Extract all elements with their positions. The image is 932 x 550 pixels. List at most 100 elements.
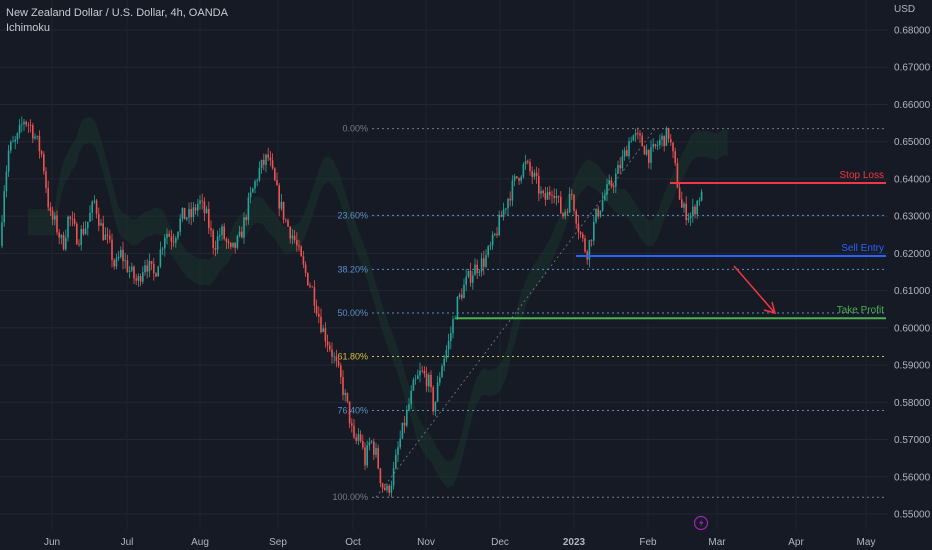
y-tick-label: 0.64000 <box>894 174 931 185</box>
candle-body <box>5 171 8 192</box>
candle-body <box>197 203 199 211</box>
candle-body <box>540 190 542 194</box>
candle-body <box>428 374 430 387</box>
candle-body <box>656 144 659 147</box>
candle-body <box>406 409 408 426</box>
candle-body <box>124 260 126 262</box>
candle-body <box>632 135 635 141</box>
x-tick-label: Feb <box>639 537 657 548</box>
candle-body <box>694 206 696 215</box>
candle-body <box>87 221 89 229</box>
candle-body <box>170 236 173 242</box>
candle-body <box>511 180 514 201</box>
candle-body <box>14 139 16 142</box>
candle-body <box>47 188 49 208</box>
candle-body <box>696 200 698 215</box>
candle-body <box>95 200 98 214</box>
candle-body <box>188 209 190 218</box>
candle-body <box>247 197 250 220</box>
candle-body <box>397 447 399 455</box>
candle-body <box>318 313 320 317</box>
candle-body <box>546 192 549 200</box>
candle-body <box>689 215 692 219</box>
y-tick-label: 0.65000 <box>894 137 931 148</box>
candle-body <box>659 139 661 145</box>
candle-body <box>381 483 384 488</box>
candle-body <box>311 286 313 288</box>
chart-legend: New Zealand Dollar / U.S. Dollar, 4h, OA… <box>6 6 228 36</box>
candle-body <box>263 159 265 165</box>
candle-body <box>606 184 608 195</box>
candle-body <box>34 136 36 139</box>
candle-body <box>117 256 120 259</box>
candle-body <box>531 170 533 177</box>
candle-body <box>584 238 586 252</box>
indicator-label[interactable]: Ichimoku <box>6 22 51 34</box>
price-axis[interactable]: USD 0.68000 0.67000 0.66000 0.65000 0.64000 0.… <box>888 0 932 550</box>
candle-body <box>351 423 353 426</box>
symbol-title[interactable]: New Zealand Dollar / U.S. Dollar, 4h, OA… <box>6 7 228 19</box>
x-tick-label: 2023 <box>563 537 586 548</box>
x-tick-label: Jul <box>121 537 134 548</box>
candle-body <box>289 226 291 239</box>
candle-body <box>346 392 349 402</box>
candle-body <box>692 206 694 216</box>
candle-body <box>54 215 56 220</box>
candle-body <box>368 442 371 446</box>
candle-body <box>3 191 5 223</box>
candle-body <box>38 135 41 152</box>
candle-body <box>476 264 478 273</box>
candle-body <box>593 221 595 241</box>
candle-body <box>555 195 558 198</box>
candle-body <box>419 370 421 376</box>
candle-body <box>395 454 397 469</box>
candle-body <box>485 255 487 267</box>
candle-body <box>342 377 344 396</box>
candle-body <box>665 128 668 146</box>
candle-body <box>637 133 639 134</box>
candle-body <box>494 233 496 235</box>
candle-body <box>670 139 672 143</box>
candle-body <box>100 223 102 226</box>
candle-body <box>652 144 654 148</box>
candle-body <box>579 232 582 235</box>
candle-body <box>601 200 604 211</box>
candle-body <box>445 349 448 359</box>
fib-level-label: 50.00% <box>337 308 368 318</box>
candle-body <box>265 154 267 165</box>
candle-body <box>161 248 164 250</box>
candle-body <box>230 243 232 247</box>
candle-body <box>619 165 621 169</box>
candle-body <box>654 144 657 147</box>
candle-body <box>221 226 223 236</box>
x-tick-label: Sep <box>269 537 287 548</box>
candle-body <box>390 485 393 493</box>
y-tick-label: 0.57000 <box>894 435 931 446</box>
candle-body <box>491 234 494 246</box>
flash-icon[interactable] <box>693 515 709 531</box>
fibonacci-retracement[interactable]: 0.00% 23.60% 38.20% 50.00% 61.80% 76.40% 100.0… <box>332 124 886 503</box>
target-arrow-head <box>763 301 777 315</box>
candle-body <box>293 235 296 241</box>
candle-body <box>216 236 219 250</box>
ichimoku-cloud <box>28 116 728 488</box>
candle-body <box>436 382 439 402</box>
candle-body <box>69 216 71 219</box>
target-arrow-shaft[interactable] <box>733 265 775 313</box>
candle-body <box>551 195 553 197</box>
candle-body <box>76 223 78 245</box>
candle-body <box>32 125 34 139</box>
candle-body <box>135 278 137 281</box>
y-tick-label: 0.56000 <box>894 472 931 483</box>
candle-body <box>128 270 131 272</box>
candle-body <box>51 210 54 220</box>
time-axis[interactable]: Jun Jul Aug Sep Oct Nov Dec 2023 Feb Mar Apr May <box>44 537 876 548</box>
candle-body <box>285 219 287 221</box>
fib-level-label: 100.00% <box>332 492 368 502</box>
candle-body <box>199 200 201 204</box>
candle-body <box>496 233 498 236</box>
candle-body <box>562 213 564 217</box>
candle-body <box>298 245 300 247</box>
candle-body <box>403 422 406 426</box>
